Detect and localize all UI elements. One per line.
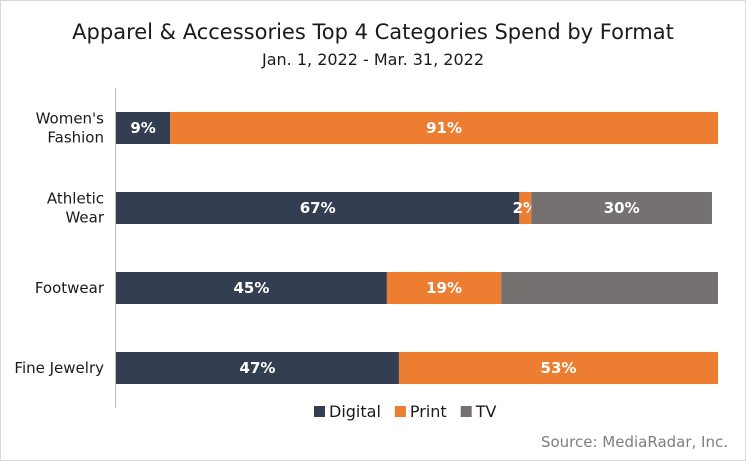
source-note: Source: MediaRadar, Inc.	[540, 433, 728, 451]
data-label: 9%	[130, 119, 155, 137]
data-label: 30%	[604, 199, 640, 217]
legend: Digital Print TV	[314, 402, 496, 421]
bar-segment-print	[170, 112, 718, 144]
legend-label: Digital	[329, 402, 381, 421]
category-labels: Women's Fashion Athletic Wear Footwear Fine J…	[14, 110, 104, 378]
category-label: Fine Jewelry	[14, 359, 104, 377]
data-label: 67%	[300, 199, 336, 217]
bar-segment-digital	[116, 352, 399, 384]
chart-title: Apparel & Accessories Top 4 Categories S…	[72, 20, 674, 44]
bar-segment-tv	[531, 192, 712, 224]
data-label: 91%	[426, 119, 462, 137]
category-label: Women's Fashion	[36, 110, 105, 147]
data-label: 45%	[233, 279, 269, 297]
data-label: 53%	[541, 359, 577, 377]
bar-segment-print	[398, 352, 718, 384]
legend-label: TV	[475, 402, 497, 421]
bar-segment-digital	[116, 112, 171, 144]
category-label: Athletic Wear	[47, 190, 105, 227]
bar-segment-digital	[116, 272, 387, 304]
bar-segment-digital	[116, 192, 520, 224]
data-label: 19%	[426, 279, 462, 297]
category-label: Footwear	[35, 279, 105, 297]
legend-swatch	[460, 406, 472, 417]
bar-segment-print	[386, 272, 502, 304]
legend-swatch	[394, 406, 406, 417]
chart-subtitle: Jan. 1, 2022 - Mar. 31, 2022	[262, 50, 484, 69]
data-label: 47%	[240, 359, 276, 377]
bar-segment-print	[519, 192, 532, 224]
legend-label: Print	[410, 402, 447, 421]
bar-segment-tv	[501, 272, 718, 304]
legend-swatch	[314, 406, 325, 417]
bars-group: 9% 91%67% 2% 30%45% 19%47% 53%	[116, 112, 718, 384]
